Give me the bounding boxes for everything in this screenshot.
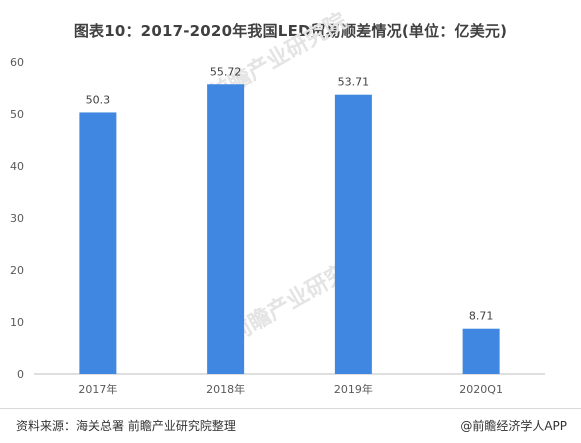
- footer: 资料来源：海关总署 前瞻产业研究院整理 @前瞻经济学人APP: [0, 408, 581, 443]
- bars-group: [79, 84, 500, 375]
- y-tick-label: 30: [10, 212, 24, 225]
- y-axis: 0 10 20 30 40 50 60: [10, 56, 24, 381]
- data-label: 50.3: [86, 93, 111, 106]
- y-tick-label: 40: [10, 160, 24, 173]
- bar[interactable]: [207, 84, 245, 375]
- source-note: 资料来源：海关总署 前瞻产业研究院整理: [16, 419, 236, 433]
- chart-title: 图表10：2017-2020年我国LED贸易顺差情况(单位：亿美元): [73, 22, 508, 40]
- data-labels-group: 50.3 55.72 53.71 8.71: [86, 65, 494, 322]
- data-label: 53.71: [338, 76, 370, 89]
- data-label: 55.72: [210, 65, 242, 78]
- bar[interactable]: [79, 112, 117, 374]
- x-axis: 2017年 2018年 2019年 2020Q1: [78, 382, 503, 396]
- y-tick-label: 60: [10, 56, 24, 69]
- bar[interactable]: [462, 328, 500, 374]
- x-tick-label: 2020Q1: [459, 383, 503, 396]
- y-tick-label: 50: [10, 108, 24, 121]
- x-tick-label: 2018年: [206, 382, 245, 396]
- y-tick-label: 10: [10, 316, 24, 329]
- y-tick-label: 20: [10, 264, 24, 277]
- bar[interactable]: [334, 94, 372, 374]
- credit-link[interactable]: @前瞻经济学人APP: [460, 419, 567, 433]
- x-tick-label: 2017年: [78, 382, 117, 396]
- x-tick-label: 2019年: [334, 382, 373, 396]
- data-label: 8.71: [469, 310, 494, 323]
- y-tick-label: 0: [17, 368, 24, 381]
